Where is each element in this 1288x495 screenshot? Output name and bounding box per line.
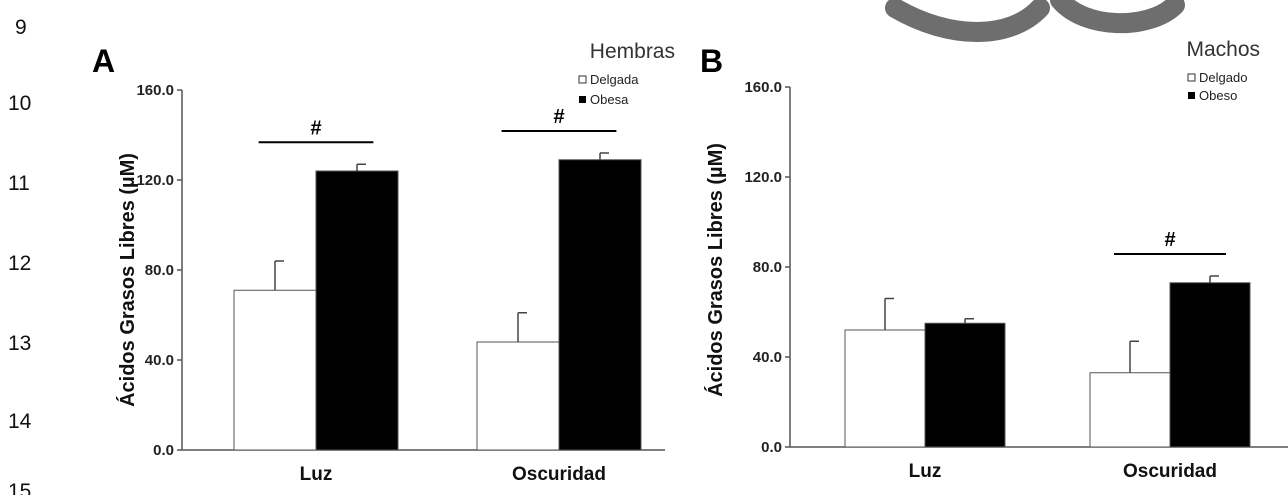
line-number: 14	[8, 410, 32, 433]
legend-swatch-delgada	[578, 75, 587, 84]
chart-panel-b: B Ácidos Grasos Libres (µM) Machos Delga…	[700, 38, 1288, 482]
panel-letter: A	[92, 43, 115, 79]
y-tick-label: 40.0	[753, 349, 782, 366]
significance-marker: #	[1164, 229, 1175, 251]
significance-marker: #	[310, 117, 321, 139]
legend-swatch-obeso	[1188, 92, 1195, 99]
x-tick-label: Oscuridad	[1123, 461, 1217, 482]
significance-marker: #	[553, 106, 564, 128]
x-tick-label: Oscuridad	[512, 464, 606, 485]
legend-entry-obeso: Obeso	[1199, 88, 1237, 103]
line-number: 10	[8, 92, 31, 115]
y-tick-label: 40.0	[145, 352, 174, 369]
legend-entry-obesa: Obesa	[590, 92, 629, 107]
y-tick-label: 0.0	[761, 439, 782, 456]
bar-delgada	[233, 289, 317, 451]
legend-swatch-obesa	[579, 96, 586, 103]
y-tick-label: 160.0	[136, 82, 174, 99]
y-tick-label: 120.0	[744, 169, 782, 186]
y-tick-label: 160.0	[744, 79, 782, 96]
line-numbers: 9 10 11 12 13 14 15	[8, 16, 32, 495]
y-axis-label: Ácidos Grasos Libres (µM)	[116, 153, 139, 407]
bar-delgado	[844, 329, 926, 448]
x-tick-label: Luz	[909, 461, 942, 482]
bar-obeso	[1169, 282, 1251, 448]
y-tick-label: 80.0	[753, 259, 782, 276]
y-tick-label: 0.0	[153, 442, 174, 459]
legend: Hembras Delgada Obesa	[578, 40, 675, 107]
legend-entry-delgado: Delgado	[1199, 70, 1247, 85]
legend-entry-delgada: Delgada	[590, 72, 639, 87]
bar-obesa	[558, 159, 642, 451]
y-axis-label: Ácidos Grasos Libres (µM)	[704, 143, 727, 397]
line-number: 12	[8, 252, 31, 275]
bar-delgada	[476, 341, 560, 451]
line-number: 13	[8, 332, 31, 355]
legend-swatch-delgado	[1187, 73, 1196, 82]
chart-panel-a: A Ácidos Grasos Libres (µM) Hembras Delg…	[92, 40, 675, 485]
bar-obeso	[924, 322, 1006, 448]
bar-obesa	[315, 170, 399, 451]
legend-title: Hembras	[590, 40, 675, 63]
legend: Machos Delgado Obeso	[1186, 38, 1260, 103]
y-tick-label: 80.0	[145, 262, 174, 279]
legend-title: Machos	[1186, 38, 1260, 61]
watermark-logo	[885, 0, 1185, 42]
line-number: 15	[8, 480, 31, 495]
bar-delgado	[1089, 372, 1171, 448]
line-number: 11	[8, 172, 30, 195]
x-tick-label: Luz	[300, 464, 333, 485]
panel-letter: B	[700, 43, 723, 79]
y-tick-label: 120.0	[136, 172, 174, 189]
line-number: 9	[15, 16, 27, 39]
